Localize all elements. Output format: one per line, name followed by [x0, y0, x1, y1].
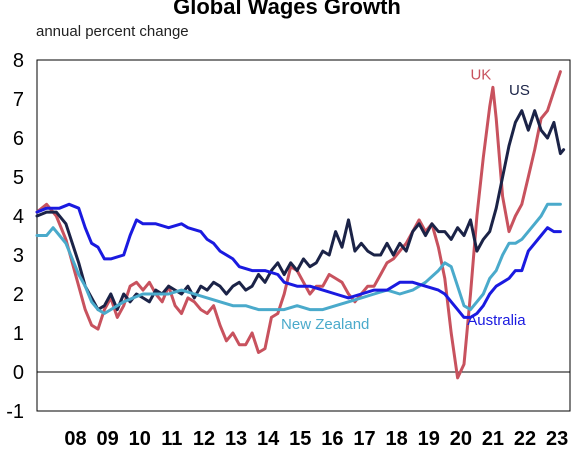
x-tick-label: 09 — [97, 428, 119, 450]
y-tick-label: 0 — [13, 362, 24, 384]
x-tick-label: 19 — [418, 428, 440, 450]
x-tick-label: 18 — [385, 428, 407, 450]
series-label-new-zealand: New Zealand — [281, 316, 369, 333]
y-tick-label: 6 — [13, 128, 24, 150]
x-tick-label: 21 — [482, 428, 504, 450]
y-tick-label: -1 — [6, 401, 24, 423]
y-axis: -1 0 1 2 3 4 5 6 7 8 — [6, 50, 24, 423]
series-label-uk: UK — [470, 67, 491, 84]
y-tick-label: 7 — [13, 89, 24, 111]
x-tick-label: 13 — [225, 428, 247, 450]
series-label-us: US — [509, 82, 530, 99]
y-tick-label: 3 — [13, 245, 24, 267]
series-line-uk — [35, 70, 562, 380]
x-tick-label: 17 — [353, 428, 375, 450]
x-tick-label: 11 — [161, 428, 182, 450]
x-tick-label: 10 — [129, 428, 151, 450]
x-tick-label: 08 — [64, 428, 86, 450]
chart-title: Global Wages Growth — [173, 0, 401, 19]
series-lines — [35, 70, 566, 380]
series-label-australia: Australia — [467, 312, 526, 329]
x-tick-label: 16 — [321, 428, 343, 450]
y-tick-label: 1 — [13, 323, 24, 345]
y-tick-label: 8 — [13, 50, 24, 72]
y-tick-label: 2 — [13, 284, 24, 306]
x-tick-label: 22 — [514, 428, 536, 450]
x-tick-label: 20 — [450, 428, 472, 450]
x-tick-label: 14 — [257, 428, 280, 450]
x-axis: 08 09 10 11 12 13 14 15 16 17 18 19 20 21 22 23 — [64, 428, 568, 450]
series-line-australia — [35, 202, 562, 319]
chart-subtitle: annual percent change — [36, 23, 189, 40]
x-tick-label: 23 — [546, 428, 568, 450]
series-labels: UK US New Zealand Australia — [281, 67, 530, 334]
series-line-new-zealand — [35, 202, 562, 315]
y-tick-label: 4 — [13, 206, 24, 228]
x-tick-label: 15 — [289, 428, 311, 450]
x-tick-label: 12 — [193, 428, 215, 450]
y-tick-label: 5 — [13, 167, 24, 189]
